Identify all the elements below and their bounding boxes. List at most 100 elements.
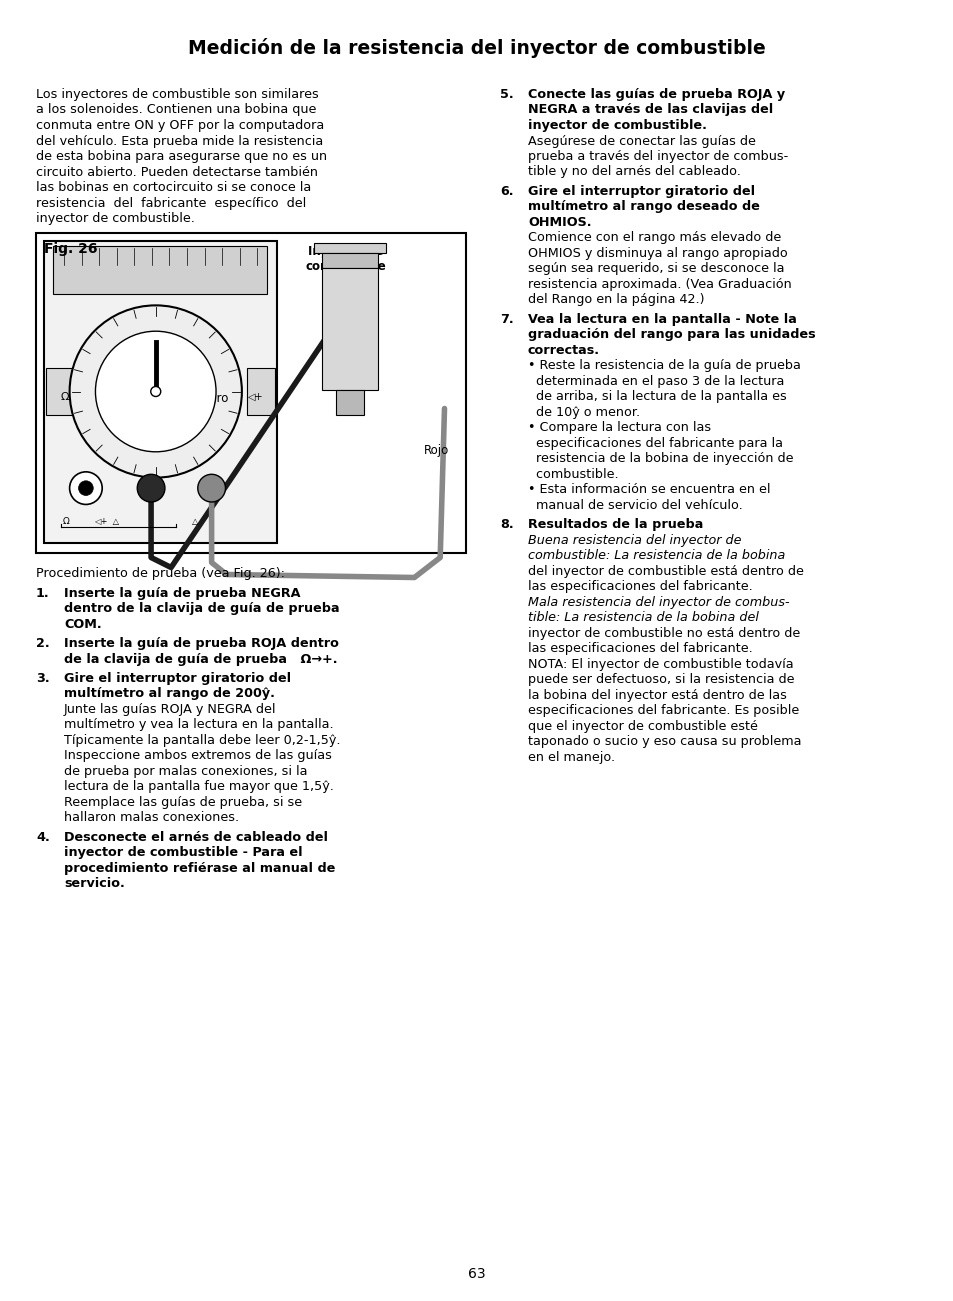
Text: las bobinas en cortocircuito si se conoce la: las bobinas en cortocircuito si se conoc… [36, 181, 311, 194]
Text: Asegúrese de conectar las guías de: Asegúrese de conectar las guías de [527, 134, 755, 147]
Text: inyector de combustible - Para el: inyector de combustible - Para el [64, 846, 302, 859]
Text: OHMIOS y disminuya al rango apropiado: OHMIOS y disminuya al rango apropiado [527, 247, 787, 260]
Text: la bobina del inyector está dentro de las: la bobina del inyector está dentro de la… [527, 688, 786, 701]
Text: taponado o sucio y eso causa su problema: taponado o sucio y eso causa su problema [527, 735, 801, 748]
Text: Medición de la resistencia del inyector de combustible: Medición de la resistencia del inyector … [188, 38, 765, 59]
Text: de 10ŷ o menor.: de 10ŷ o menor. [527, 406, 639, 419]
Text: Vea la lectura en la pantalla - Note la: Vea la lectura en la pantalla - Note la [527, 312, 796, 325]
Text: tible y no del arnés del cableado.: tible y no del arnés del cableado. [527, 165, 740, 178]
Text: a los solenoides. Contienen una bobina que: a los solenoides. Contienen una bobina q… [36, 104, 316, 117]
Text: Inyector de
combustible
típico: Inyector de combustible típico [305, 245, 386, 288]
Text: 3.: 3. [36, 671, 50, 684]
Text: hallaron malas conexiones.: hallaron malas conexiones. [64, 812, 239, 825]
Text: Buena resistencia del inyector de: Buena resistencia del inyector de [527, 533, 740, 546]
Text: tible: La resistencia de la bobina del: tible: La resistencia de la bobina del [527, 611, 758, 624]
Text: multímetro y vea la lectura en la pantalla.: multímetro y vea la lectura en la pantal… [64, 718, 334, 731]
Text: • Esta información se encuentra en el: • Esta información se encuentra en el [527, 483, 770, 496]
Text: multímetro al rango deseado de: multímetro al rango deseado de [527, 200, 760, 213]
Bar [46, 368, 74, 415]
Text: del inyector de combustible está dentro de: del inyector de combustible está dentro … [527, 565, 803, 578]
Bar [36, 233, 465, 553]
Text: conmuta entre ON y OFF por la computadora: conmuta entre ON y OFF por la computador… [36, 118, 324, 131]
Text: que el inyector de combustible esté: que el inyector de combustible esté [527, 719, 757, 732]
Text: Los inyectores de combustible son similares: Los inyectores de combustible son simila… [36, 88, 318, 101]
Text: Conecte las guías de prueba ROJA y: Conecte las guías de prueba ROJA y [527, 88, 784, 101]
Text: OHMIOS.: OHMIOS. [527, 216, 591, 229]
Text: combustible.: combustible. [527, 468, 618, 481]
Text: lectura de la pantalla fue mayor que 1,5ŷ.: lectura de la pantalla fue mayor que 1,5… [64, 781, 334, 794]
Text: 1.: 1. [36, 587, 50, 600]
Text: Rojo: Rojo [423, 444, 448, 457]
Text: Resultados de la prueba: Resultados de la prueba [527, 518, 702, 531]
Text: 7.: 7. [499, 312, 513, 325]
Text: correctas.: correctas. [527, 343, 599, 356]
Text: resistencia  del  fabricante  específico  del: resistencia del fabricante específico de… [36, 196, 306, 209]
Text: NEGRA a través de las clavijas del: NEGRA a través de las clavijas del [527, 104, 773, 117]
Circle shape [70, 472, 102, 505]
Text: Procedimiento de prueba (vea Fig. 26):: Procedimiento de prueba (vea Fig. 26): [36, 566, 285, 579]
Text: 2.: 2. [36, 637, 50, 650]
Text: Gire el interruptor giratorio del: Gire el interruptor giratorio del [527, 185, 755, 198]
Text: de arriba, si la lectura de la pantalla es: de arriba, si la lectura de la pantalla … [527, 390, 786, 403]
Text: Reemplace las guías de prueba, si se: Reemplace las guías de prueba, si se [64, 796, 302, 809]
Text: 6.: 6. [499, 185, 513, 198]
Text: puede ser defectuoso, si la resistencia de: puede ser defectuoso, si la resistencia … [527, 673, 794, 686]
Text: Comience con el rango más elevado de: Comience con el rango más elevado de [527, 232, 781, 245]
Text: Negro: Negro [193, 393, 230, 406]
Text: manual de servicio del vehículo.: manual de servicio del vehículo. [527, 498, 742, 511]
Text: Inserte la guía de prueba NEGRA: Inserte la guía de prueba NEGRA [64, 587, 300, 600]
Text: COM.: COM. [64, 618, 102, 631]
Text: ◁+  △: ◁+ △ [94, 516, 119, 526]
Text: resistencia aproximada. (Vea Graduación: resistencia aproximada. (Vea Graduación [527, 278, 791, 291]
Text: del Rango en la página 42.): del Rango en la página 42.) [527, 293, 703, 306]
Bar [314, 242, 386, 252]
Text: especificaciones del fabricante para la: especificaciones del fabricante para la [527, 437, 782, 450]
Circle shape [70, 306, 242, 477]
Circle shape [137, 475, 165, 502]
Text: circuito abierto. Pueden detectarse también: circuito abierto. Pueden detectarse tamb… [36, 165, 317, 178]
Text: △: △ [192, 516, 198, 526]
Text: Inspeccione ambos extremos de las guías: Inspeccione ambos extremos de las guías [64, 749, 332, 762]
Text: las especificaciones del fabricante.: las especificaciones del fabricante. [527, 580, 752, 593]
Text: multímetro al rango de 200ŷ.: multímetro al rango de 200ŷ. [64, 687, 274, 700]
Text: Mala resistencia del inyector de combus-: Mala resistencia del inyector de combus- [527, 596, 789, 609]
Text: Junte las guías ROJA y NEGRA del: Junte las guías ROJA y NEGRA del [64, 703, 276, 716]
Text: Desconecte el arnés de cableado del: Desconecte el arnés de cableado del [64, 831, 328, 844]
Text: de la clavija de guía de prueba   Ω→+.: de la clavija de guía de prueba Ω→+. [64, 653, 337, 666]
Text: de esta bobina para asegurarse que no es un: de esta bobina para asegurarse que no es… [36, 150, 327, 163]
Text: procedimiento refiérase al manual de: procedimiento refiérase al manual de [64, 861, 335, 874]
Text: dentro de la clavija de guía de prueba: dentro de la clavija de guía de prueba [64, 602, 339, 615]
Text: Ω: Ω [63, 516, 70, 526]
Text: NOTA: El inyector de combustible todavía: NOTA: El inyector de combustible todavía [527, 657, 793, 670]
Circle shape [197, 475, 225, 502]
Circle shape [78, 481, 93, 496]
Text: combustible: La resistencia de la bobina: combustible: La resistencia de la bobina [527, 549, 784, 562]
Bar [335, 390, 363, 415]
Text: 4.: 4. [36, 831, 50, 844]
Text: Fig. 26: Fig. 26 [44, 242, 97, 256]
Text: Gire el interruptor giratorio del: Gire el interruptor giratorio del [64, 671, 291, 684]
Text: 8.: 8. [499, 518, 513, 531]
Text: inyector de combustible.: inyector de combustible. [36, 212, 194, 225]
Text: inyector de combustible no está dentro de: inyector de combustible no está dentro d… [527, 627, 800, 640]
Text: • Reste la resistencia de la guía de prueba: • Reste la resistencia de la guía de pru… [527, 359, 800, 372]
Bar [44, 241, 276, 543]
Text: servicio.: servicio. [64, 877, 125, 890]
Text: inyector de combustible.: inyector de combustible. [527, 118, 706, 131]
Text: 63: 63 [468, 1267, 485, 1281]
Text: resistencia de la bobina de inyección de: resistencia de la bobina de inyección de [527, 453, 793, 466]
Text: Ω: Ω [61, 392, 70, 402]
Bar [321, 252, 377, 268]
Text: graduación del rango para las unidades: graduación del rango para las unidades [527, 328, 815, 341]
Text: Típicamente la pantalla debe leer 0,2-1,5ŷ.: Típicamente la pantalla debe leer 0,2-1,… [64, 734, 340, 747]
Text: de prueba por malas conexiones, si la: de prueba por malas conexiones, si la [64, 765, 307, 778]
Text: 5.: 5. [499, 88, 513, 101]
Circle shape [151, 386, 160, 397]
Text: determinada en el paso 3 de la lectura: determinada en el paso 3 de la lectura [527, 375, 783, 388]
Text: ◁+: ◁+ [248, 392, 263, 402]
Text: prueba a través del inyector de combus-: prueba a través del inyector de combus- [527, 150, 787, 163]
Text: del vehículo. Esta prueba mide la resistencia: del vehículo. Esta prueba mide la resist… [36, 134, 323, 147]
Bar [53, 246, 267, 294]
Text: en el manejo.: en el manejo. [527, 751, 615, 764]
Text: Inserte la guía de prueba ROJA dentro: Inserte la guía de prueba ROJA dentro [64, 637, 338, 650]
